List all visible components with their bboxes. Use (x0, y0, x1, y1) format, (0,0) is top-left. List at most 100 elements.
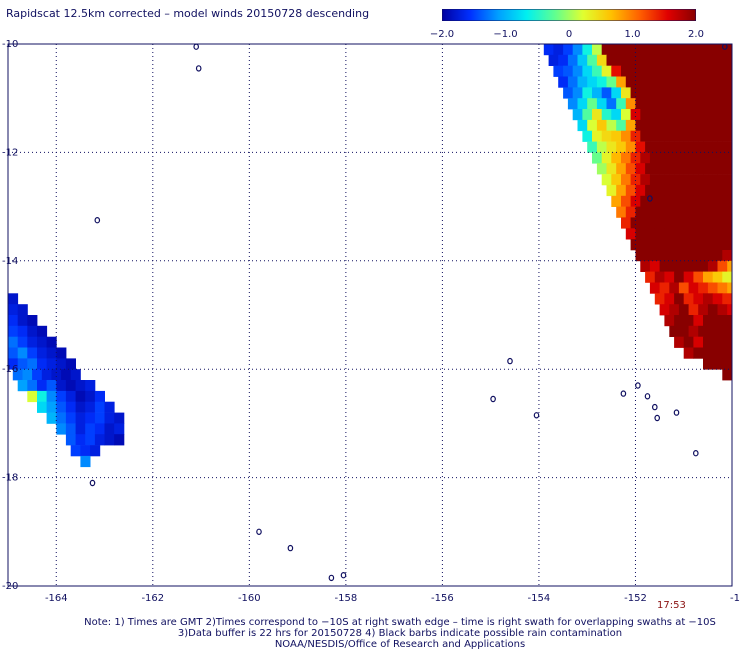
swath-cell (669, 282, 680, 294)
swath-cell (611, 87, 622, 99)
swath-cell (17, 347, 28, 359)
swath-cell (693, 250, 704, 262)
swath-cell (717, 239, 728, 251)
swath-cell (659, 217, 670, 229)
swath-cell (640, 87, 651, 99)
swath-cell (717, 325, 728, 337)
swath-cell (688, 282, 699, 294)
swath-cell (659, 109, 670, 121)
swath-cell (664, 271, 675, 283)
swath-cell (722, 141, 733, 153)
swath-cell (606, 76, 617, 88)
swath-cell (703, 347, 714, 359)
swath-cell (645, 98, 656, 110)
swath-cell (635, 119, 646, 132)
swath-cell (70, 369, 81, 381)
island-outline (647, 195, 653, 202)
swath-cell (17, 336, 28, 348)
swath-cell (572, 44, 583, 56)
longitude-label: -160 (238, 593, 261, 604)
island-outline (193, 43, 200, 50)
swath-cell (640, 152, 651, 164)
swath-cell (46, 401, 57, 413)
swath-cell (698, 260, 709, 272)
swath-cell (659, 174, 670, 186)
swath-cell (674, 98, 685, 110)
swath-cell (65, 390, 76, 403)
swath-cell (683, 76, 694, 88)
swath-cell (712, 271, 723, 283)
island-outline (89, 479, 96, 487)
swath-cell (582, 65, 593, 77)
swath-cell (654, 54, 665, 66)
swath-cell (664, 184, 675, 197)
swath-cell (678, 260, 689, 272)
swath-cell (616, 163, 627, 175)
swath-cell (587, 76, 598, 88)
swath-cell (669, 325, 680, 337)
swath-cell (703, 271, 714, 283)
swath-cell (601, 65, 612, 77)
swath-cell (707, 304, 718, 316)
swath-cell (649, 239, 660, 251)
swath-cell (596, 98, 607, 110)
swath-cell (712, 206, 723, 218)
swath-cell (717, 174, 728, 186)
island-outline (533, 412, 540, 419)
swath-cell (649, 174, 660, 186)
swath-cell (688, 109, 699, 121)
swath-cell (683, 98, 694, 110)
swath-cell (616, 98, 627, 110)
swath-cell (707, 44, 718, 56)
island-outline (654, 414, 661, 422)
swath-cell (75, 434, 86, 446)
swath-cell (616, 76, 627, 88)
swath-cell (688, 325, 699, 337)
swath-cell (65, 380, 76, 392)
swath-cell (548, 54, 559, 66)
swath-cell (722, 293, 733, 305)
swath-cell (683, 271, 694, 283)
swath-cell (640, 217, 651, 229)
swath-cell (85, 423, 96, 435)
swath-cell (621, 152, 632, 164)
longitude-label: -164 (45, 593, 68, 604)
swath-cell (630, 152, 641, 164)
swath-cell (693, 228, 704, 240)
longitude-label: -158 (335, 593, 358, 604)
swath-cell (621, 174, 632, 186)
swath-cell (27, 390, 38, 403)
swath-cell (698, 217, 709, 229)
swath-cell (674, 250, 685, 262)
swath-cell (698, 195, 709, 207)
swath-cell (592, 109, 603, 121)
swath-cell (712, 163, 723, 175)
swath-cell (46, 347, 57, 359)
longitude-label: -150 (730, 593, 740, 604)
swath-cell (688, 239, 699, 251)
swath-cell (654, 250, 665, 262)
swath-cell (659, 239, 670, 251)
swath-cell (712, 347, 723, 359)
swath-cell (707, 87, 718, 99)
swath-cell (596, 76, 607, 88)
swath-cell (688, 304, 699, 316)
swath-cell (727, 304, 733, 316)
swath-cell (683, 163, 694, 175)
swath-cell (27, 380, 38, 392)
swath-cell (727, 174, 733, 186)
swath-cell (553, 44, 564, 56)
swath-cell (688, 195, 699, 207)
swath-cell (688, 217, 699, 229)
swath-cell (94, 401, 105, 413)
swath-cell (659, 195, 670, 207)
swath-cell (722, 250, 733, 262)
swath-cell (669, 304, 680, 316)
island-outline (620, 390, 627, 397)
swath-cell (717, 217, 728, 229)
swath-cell (606, 141, 617, 153)
swath-cell (65, 358, 76, 370)
swath-cell (606, 98, 617, 110)
swath-cell (683, 250, 694, 262)
